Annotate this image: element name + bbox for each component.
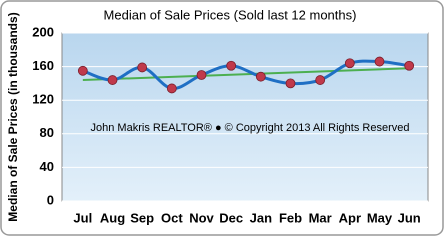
y-tick-label: 0 xyxy=(47,192,54,207)
marker xyxy=(374,56,385,67)
marker xyxy=(344,58,355,69)
x-tick-label: Aug xyxy=(100,210,125,225)
annotation: John Makris REALTOR® ● © Copyright 2013 … xyxy=(91,122,410,134)
x-tick-label: Jan xyxy=(250,210,272,225)
marker xyxy=(404,60,415,71)
marker xyxy=(285,78,296,89)
y-axis-label: Median of Sale Prices (in thousands) xyxy=(6,12,20,221)
y-tick-label: 200 xyxy=(32,24,54,39)
x-tick-label: May xyxy=(367,210,393,225)
marker xyxy=(226,60,237,71)
x-tick-label: Mar xyxy=(309,210,332,225)
marker xyxy=(107,75,118,85)
marker xyxy=(77,65,88,76)
marker xyxy=(315,75,326,85)
x-tick-label: Oct xyxy=(161,210,183,225)
marker xyxy=(166,83,177,94)
trendline xyxy=(82,67,410,82)
x-tick-label: Sep xyxy=(130,210,154,225)
marker xyxy=(137,62,148,73)
x-tick-label: Nov xyxy=(189,210,214,225)
x-tick-label: Dec xyxy=(219,210,243,225)
marker xyxy=(196,70,207,80)
y-tick-label: 80 xyxy=(40,125,54,140)
y-tick-label: 160 xyxy=(32,58,54,73)
chart: Median of Sale Prices (Sold last 12 mont… xyxy=(0,0,444,236)
marker xyxy=(255,71,266,82)
x-tick-label: Jul xyxy=(73,210,92,225)
y-tick-label: 120 xyxy=(32,92,54,107)
y-tick-label: 40 xyxy=(40,159,54,174)
x-tick-label: Apr xyxy=(339,210,361,225)
x-tick-label: Jun xyxy=(398,210,421,225)
plot-area xyxy=(61,32,429,202)
chart-title: Median of Sale Prices (Sold last 12 mont… xyxy=(104,7,357,22)
x-tick-label: Feb xyxy=(279,210,302,225)
